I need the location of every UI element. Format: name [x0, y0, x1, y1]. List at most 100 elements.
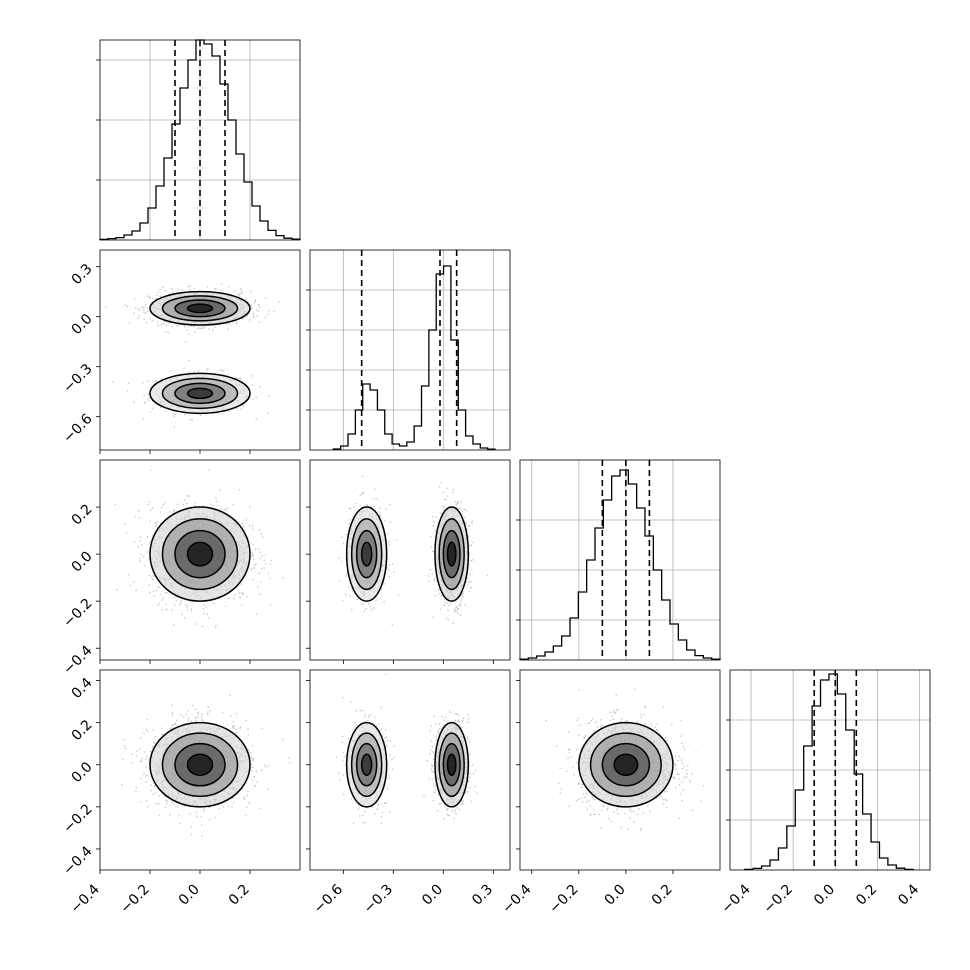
x-tick-label: 0.0 — [419, 882, 446, 909]
density-fill — [187, 304, 213, 313]
contour-line — [186, 753, 214, 777]
contour-line — [174, 742, 226, 787]
y-tick-label: −0.6 — [60, 411, 95, 446]
contour-line — [149, 506, 251, 602]
panel-content — [114, 469, 284, 629]
density-fill — [361, 542, 372, 566]
contour-line — [360, 753, 373, 777]
contour-line — [161, 295, 239, 322]
panel-content — [335, 673, 478, 825]
histogram-panel-1 — [306, 249, 511, 451]
contour-line — [149, 721, 251, 808]
histogram-steps — [519, 469, 721, 660]
y-tick-label: 0.4 — [69, 675, 96, 702]
x-tick-label: 0.4 — [895, 881, 922, 908]
contour-line — [589, 732, 662, 798]
histogram-steps — [744, 673, 914, 871]
histogram-panel-3-frame — [729, 669, 931, 871]
density-fill — [447, 542, 456, 566]
contour-line — [442, 742, 461, 787]
contour-line — [149, 372, 251, 415]
scatter-panel-3-0 — [96, 669, 301, 874]
contour-line — [601, 742, 651, 787]
x-tick-label: 0.2 — [649, 882, 676, 909]
contour-line — [345, 721, 388, 808]
x-tick-label: 0.0 — [811, 882, 838, 909]
contour-line — [161, 732, 239, 798]
contour-line — [161, 518, 239, 591]
contour-line — [149, 290, 251, 326]
contour-line — [446, 541, 457, 567]
contour-line — [186, 541, 214, 567]
contour-line — [350, 518, 383, 591]
contour-line — [438, 732, 465, 798]
panel-content — [337, 475, 489, 626]
x-tick-label: −0.4 — [499, 881, 534, 916]
histogram-panel-1-frame — [309, 249, 511, 451]
x-tick-label: 0.0 — [176, 882, 203, 909]
histogram-steps — [332, 265, 496, 450]
histogram-panel-2 — [516, 459, 721, 661]
y-tick-label: 0.0 — [69, 311, 96, 338]
scatter-panel-2-1 — [306, 459, 511, 664]
density-fill — [187, 542, 213, 566]
y-tick-label: −0.4 — [60, 843, 95, 878]
panel-content — [545, 688, 705, 832]
y-tick-label: 0.3 — [69, 261, 96, 288]
scatter-panel-2-0-frame — [99, 459, 301, 661]
scatter-panel-3-1 — [306, 669, 511, 874]
contour-line — [174, 529, 226, 579]
y-tick-label: 0.2 — [69, 501, 96, 528]
panel-content — [105, 283, 280, 428]
contour-line — [355, 742, 378, 787]
density-fill — [614, 754, 638, 776]
histogram-panel-0-frame — [99, 39, 301, 241]
y-tick-label: −0.4 — [60, 643, 95, 678]
x-tick-label: 0.2 — [853, 882, 880, 909]
x-tick-label: −0.2 — [117, 882, 152, 917]
density-fill — [447, 754, 456, 776]
contour-line — [186, 387, 214, 400]
density-fill — [187, 754, 213, 776]
x-tick-label: −0.6 — [311, 881, 346, 916]
contour-line — [161, 377, 239, 410]
scatter-panel-2-1-frame — [309, 459, 511, 661]
scatter-panel-2-0 — [96, 459, 301, 664]
scatter-panel-1-0 — [96, 249, 301, 454]
x-tick-label: −0.2 — [546, 882, 581, 917]
x-tick-label: 0.2 — [226, 882, 253, 909]
contour-line — [438, 518, 465, 591]
contour-line — [186, 303, 214, 314]
histogram-panel-3 — [726, 669, 931, 871]
y-tick-label: −0.3 — [60, 361, 95, 396]
contour-line — [355, 529, 378, 579]
histogram-panel-0 — [96, 39, 301, 241]
scatter-panel-3-2 — [516, 669, 721, 874]
histogram-panel-2-frame — [519, 459, 721, 661]
contour-line — [613, 753, 639, 777]
y-tick-label: 0.0 — [69, 548, 96, 575]
contour-line — [442, 529, 461, 579]
x-tick-label: −0.4 — [67, 881, 102, 916]
contour-line — [350, 732, 383, 798]
contour-line — [345, 506, 388, 602]
density-fill — [361, 754, 372, 776]
y-tick-label: −0.2 — [60, 596, 95, 631]
scatter-panel-1-0-frame — [99, 249, 301, 451]
scatter-panel-3-1-frame — [309, 669, 511, 871]
scatter-panel-3-0-frame — [99, 669, 301, 871]
x-tick-label: −0.4 — [719, 881, 754, 916]
x-tick-label: 0.0 — [602, 882, 629, 909]
contour-line — [446, 753, 457, 777]
y-tick-label: −0.2 — [60, 801, 95, 836]
x-tick-label: −0.2 — [761, 882, 796, 917]
panel-content — [121, 694, 291, 837]
density-fill — [187, 388, 213, 399]
y-tick-label: 0.2 — [69, 717, 96, 744]
contour-line — [578, 721, 674, 808]
scatter-panel-3-2-frame — [519, 669, 721, 871]
contour-line — [174, 299, 226, 318]
x-tick-label: −0.3 — [361, 882, 396, 917]
x-tick-label: 0.3 — [469, 882, 496, 909]
